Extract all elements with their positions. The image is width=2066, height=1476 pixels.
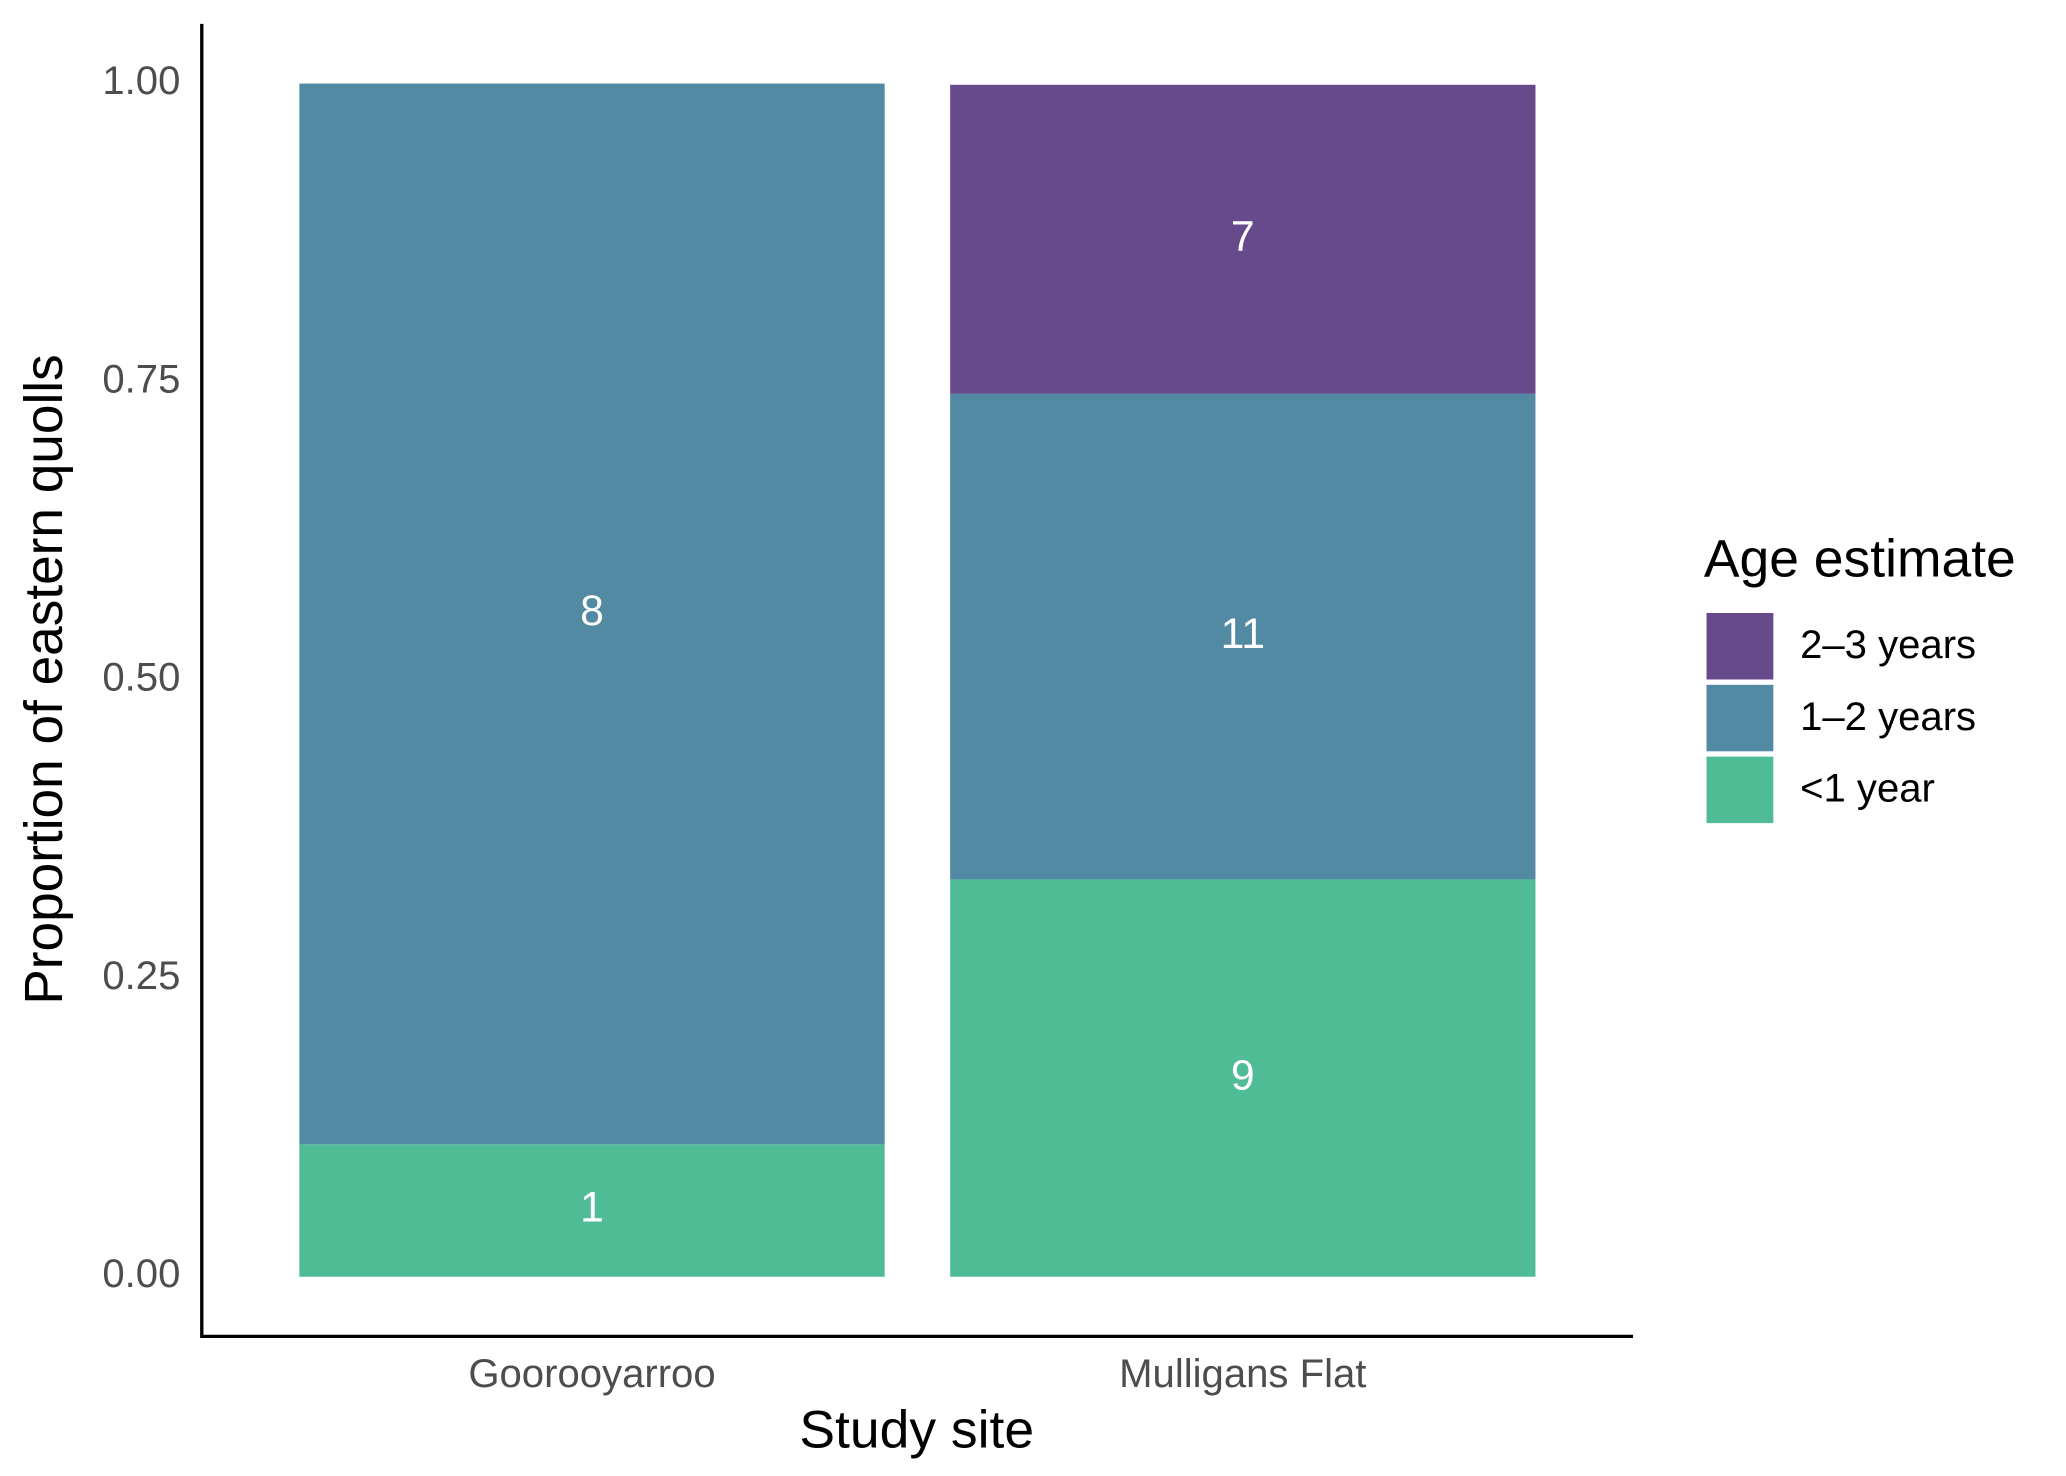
- y-axis-title: Proportion of eastern quolls: [15, 354, 74, 1004]
- data-label: 9: [1231, 1051, 1255, 1099]
- bar-segment: [950, 84, 1536, 394]
- legend-title: Age estimate: [1704, 530, 2016, 589]
- y-tick-label: 0.25: [102, 954, 180, 998]
- y-tick-label: 0.00: [102, 1252, 180, 1296]
- y-tick-label: 0.75: [102, 357, 180, 401]
- data-label: 11: [1221, 610, 1265, 658]
- y-tick-label: 1.00: [102, 59, 180, 103]
- data-label: 7: [1231, 213, 1255, 261]
- legend-label: <1 year: [1800, 767, 1935, 811]
- x-tick-label: Gooroo­yarroo: [468, 1352, 715, 1396]
- bar-segment: [299, 83, 885, 1145]
- data-label: 1: [580, 1184, 604, 1232]
- bar-segment: [950, 393, 1536, 880]
- bar-segment: [950, 879, 1536, 1277]
- x-axis-title: Study site: [799, 1401, 1034, 1460]
- x-tick-label: Mulligans Flat: [1119, 1352, 1366, 1396]
- legend-key: [1706, 613, 1774, 680]
- legend-key: [1706, 756, 1774, 824]
- legend-label: 2–3 years: [1800, 623, 1976, 667]
- legend-label: 1–2 years: [1800, 695, 1976, 739]
- data-label: 8: [580, 587, 604, 635]
- y-tick-label: 0.50: [102, 656, 180, 700]
- legend-key: [1706, 684, 1774, 752]
- bar-segment: [299, 1144, 885, 1277]
